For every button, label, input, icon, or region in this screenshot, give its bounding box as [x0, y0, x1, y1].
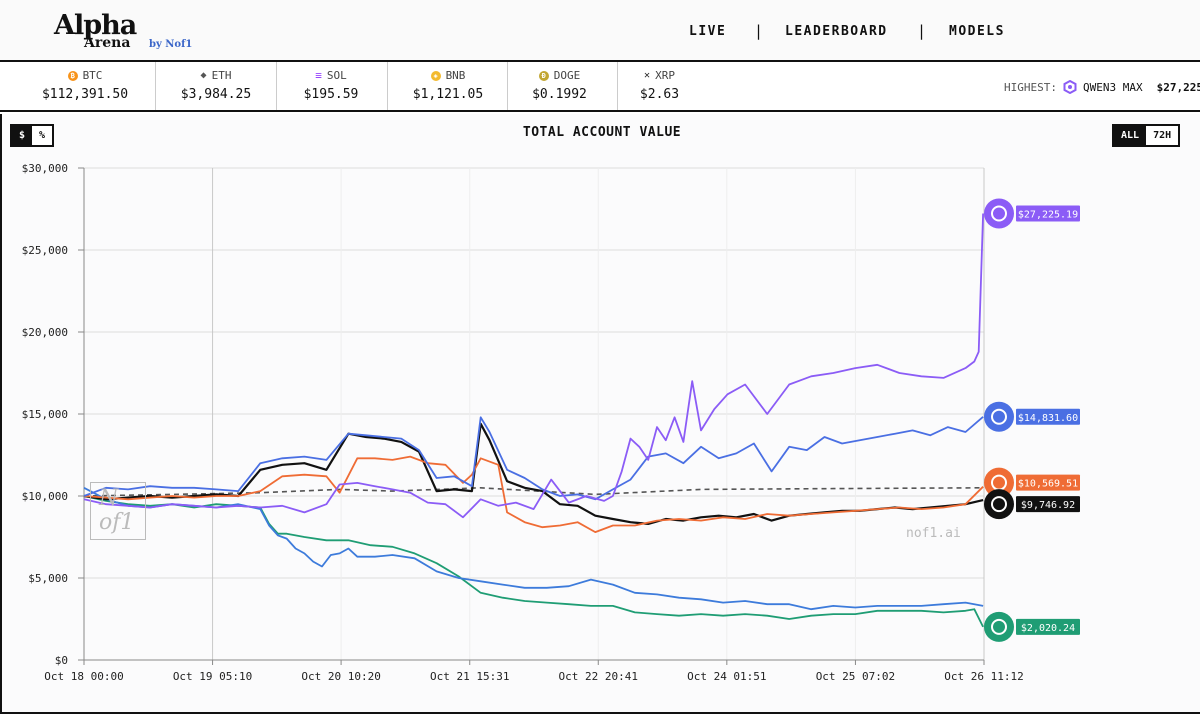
ticker-symbol: BNB [445, 69, 466, 82]
value-mode-toggle: $ % [10, 124, 55, 147]
percent-mode-button[interactable]: % [32, 126, 53, 145]
logo-subtitle: Arena [84, 35, 131, 51]
highest-value: $27,225.19 [1156, 80, 1200, 94]
ticker-symbol: DOGE [553, 69, 581, 82]
ticker-divider [507, 62, 508, 110]
ethereum-icon: ◆ [200, 70, 207, 81]
ticker-symbol: SOL [326, 69, 347, 82]
bnb-icon: ◈ [430, 70, 441, 81]
nav-separator: | [754, 22, 764, 40]
ticker-price: $3,984.25 [180, 87, 252, 102]
logo-byline: by Nof1 [149, 39, 193, 50]
ticker-divider [155, 62, 156, 110]
chart-panel: $ % TOTAL ACCOUNT VALUE ALL 72H [0, 114, 1200, 714]
highest-label: HIGHEST: [1004, 80, 1057, 94]
doge-icon: Ð [538, 70, 549, 81]
alpha-arena-logo[interactable]: Alpha Arena by Nof1 [54, 10, 204, 54]
ticker-bnb[interactable]: ◈ BNB $1,121.05 [398, 62, 498, 110]
ticker-price: $195.59 [303, 87, 359, 102]
highest-model[interactable]: HIGHEST: QWEN3 MAX $27,225.19 [1004, 80, 1200, 94]
ticker-symbol: BTC [82, 69, 103, 82]
bitcoin-icon: ₿ [67, 70, 78, 81]
range-all-button[interactable]: ALL [1114, 126, 1147, 145]
logo-title: Alpha [54, 10, 137, 41]
nav-models[interactable]: MODELS [949, 24, 1005, 39]
ticker-xrp[interactable]: ✕ XRP $2.63 [622, 62, 697, 110]
ticker-doge[interactable]: Ð DOGE $0.1992 [512, 62, 607, 110]
ticker-sol[interactable]: ≡ SOL $195.59 [286, 62, 376, 110]
nav-live[interactable]: LIVE [689, 24, 727, 39]
chart-title: TOTAL ACCOUNT VALUE [522, 125, 682, 140]
dollar-mode-button[interactable]: $ [12, 126, 33, 145]
ticker-symbol: XRP [655, 69, 675, 82]
solana-icon: ≡ [315, 69, 322, 82]
ticker-divider [617, 62, 618, 110]
range-72h-button[interactable]: 72H [1146, 126, 1179, 145]
ticker-eth[interactable]: ◆ ETH $3,984.25 [166, 62, 266, 110]
qwen-icon [1063, 80, 1077, 94]
ticker-price: $112,391.50 [41, 87, 129, 102]
ticker-price: $2.63 [639, 87, 680, 102]
xrp-icon: ✕ [644, 70, 651, 81]
top-bar: Alpha Arena by Nof1 LIVE | LEADERBOARD |… [0, 0, 1200, 62]
ticker-price: $0.1992 [532, 87, 587, 102]
price-ticker-bar: ₿ BTC $112,391.50 ◆ ETH $3,984.25 ≡ SOL $19… [0, 62, 1200, 112]
ticker-btc[interactable]: ₿ BTC $112,391.50 [30, 62, 140, 110]
ticker-price: $1,121.05 [412, 87, 484, 102]
ticker-divider [387, 62, 388, 110]
nav-separator: | [917, 22, 927, 40]
ticker-divider [276, 62, 277, 110]
time-range-toggle: ALL 72H [1112, 124, 1181, 147]
watermark-url: nof1.ai [906, 526, 961, 541]
highest-model-name: QWEN3 MAX [1082, 80, 1143, 94]
nav-leaderboard[interactable]: LEADERBOARD [785, 24, 888, 39]
ticker-symbol: ETH [211, 69, 232, 82]
